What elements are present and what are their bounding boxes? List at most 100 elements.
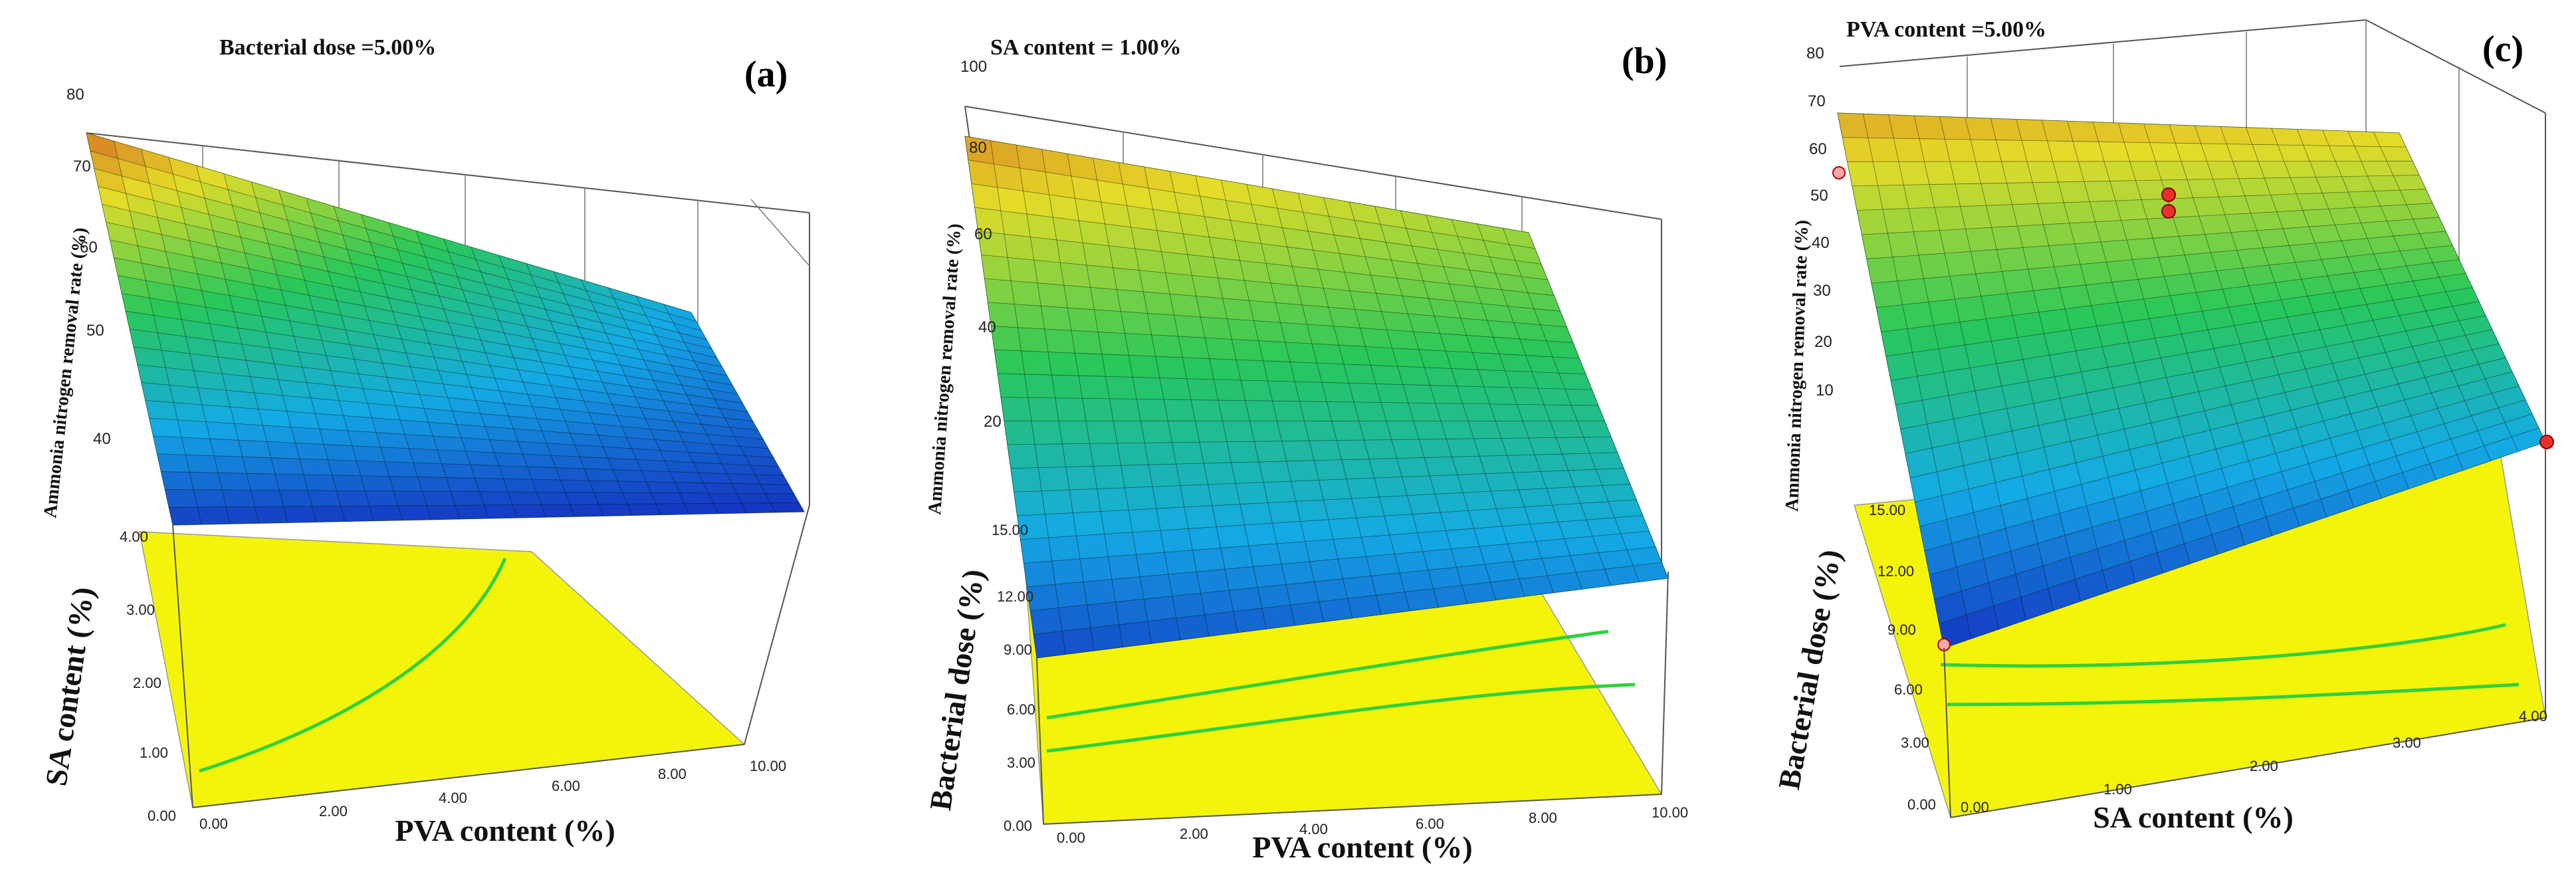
surface-cell — [397, 504, 432, 521]
surface-cell — [1124, 333, 1156, 357]
surface-cell — [217, 472, 251, 491]
surface-cell — [1364, 439, 1398, 459]
panel-b-contour-line — [1046, 629, 1609, 720]
surface-cell — [1923, 276, 1955, 302]
surface-cell — [1880, 328, 1913, 357]
surface-cell — [1049, 194, 1079, 221]
surface-cell — [1204, 337, 1237, 360]
surface-cell — [2038, 308, 2071, 334]
panel-c-x-tick: 1.00 — [2103, 781, 2132, 798]
surface-cell — [1319, 598, 1353, 622]
surface-cell — [389, 476, 423, 492]
panel-c-y-tick: 15.00 — [1869, 502, 1905, 518]
surface-cell — [1456, 564, 1491, 586]
surface-cell — [1943, 367, 1976, 396]
surface-cell — [1021, 350, 1052, 376]
surface-cell — [461, 437, 495, 453]
surface-cell — [1109, 245, 1140, 271]
surface-cell — [1374, 477, 1408, 498]
surface-cell — [1975, 385, 2008, 414]
surface-cell — [1370, 572, 1406, 596]
surface-cell — [209, 438, 243, 457]
surface-cell — [1056, 239, 1087, 266]
surface-cell — [1847, 161, 1879, 187]
panel-b-front-left-edge — [1036, 657, 1044, 825]
surface-cell — [1309, 558, 1344, 582]
surface-cell — [225, 389, 259, 409]
surface-cell — [994, 349, 1025, 375]
panel-c-z-axis-label: Ammonia nitrogen removal rate (%) — [1782, 219, 1812, 512]
surface-cell — [267, 441, 300, 459]
surface-cell — [299, 458, 333, 476]
surface-cell — [663, 304, 697, 322]
surface-cell — [971, 183, 1002, 211]
panel-a-x-tick: 10.00 — [750, 758, 786, 774]
surface-cell — [2012, 312, 2045, 338]
surface-cell — [185, 454, 219, 473]
surface-cell — [1079, 556, 1113, 582]
surface-cell — [707, 493, 742, 504]
surface-cell — [1462, 491, 1497, 511]
surface-cell — [2001, 269, 2034, 294]
panel-b-z-tick: 40 — [978, 318, 996, 336]
surface-cell — [1245, 400, 1278, 421]
surface-cell — [1243, 522, 1277, 546]
surface-cell — [1231, 338, 1264, 362]
surface-cell — [1231, 461, 1264, 484]
surface-cell — [1608, 499, 1644, 518]
panel-b-surface-mesh — [964, 136, 1669, 659]
surface-cell — [1196, 296, 1228, 320]
surface-cell — [1227, 318, 1259, 341]
panel-a-y-tick: 0.00 — [148, 808, 176, 824]
surface-cell — [189, 472, 223, 491]
surface-cell — [1138, 270, 1170, 294]
surface-cell — [360, 475, 394, 492]
surface-cell — [160, 471, 194, 491]
surface-cell — [1128, 508, 1161, 533]
surface-cell — [739, 445, 774, 458]
surface-cell — [1191, 275, 1224, 299]
surface-cell — [238, 439, 272, 459]
surface-cell — [1305, 538, 1339, 562]
surface-cell — [1105, 376, 1137, 399]
surface-cell — [1445, 528, 1480, 550]
surface-cell — [1429, 474, 1463, 495]
surface-cell — [197, 506, 231, 525]
surface-cell — [1263, 360, 1295, 382]
surface-cell — [152, 435, 186, 455]
surface-cell — [369, 505, 403, 522]
surface-cell — [1194, 420, 1228, 443]
panel-b-x-tick: 10.00 — [1652, 804, 1688, 821]
surface-cell — [1965, 227, 1997, 252]
surface-cell — [1871, 280, 1903, 308]
surface-cell — [1111, 576, 1144, 602]
surface-cell — [1541, 555, 1577, 576]
surface-cell — [1226, 441, 1259, 463]
surface-cell — [1434, 492, 1469, 513]
surface-cell — [1294, 381, 1327, 402]
surface-cell — [1010, 467, 1042, 493]
surface-cell — [1235, 482, 1269, 504]
surface-cell — [1929, 183, 1961, 208]
surface-cell — [352, 445, 385, 463]
surface-cell — [770, 502, 805, 513]
panel-c-x-tick: 0.00 — [1961, 799, 1989, 816]
surface-cell — [641, 470, 675, 483]
surface-cell — [1055, 581, 1088, 608]
surface-cell — [1277, 420, 1310, 441]
surface-cell — [221, 489, 255, 507]
surface-cell — [290, 427, 324, 445]
surface-cell — [1097, 487, 1129, 512]
surface-cell — [1882, 208, 1914, 234]
surface-cell — [1417, 530, 1452, 552]
surface-cell — [1903, 184, 1935, 209]
panel-a-y-tick: 2.00 — [133, 675, 161, 691]
surface-cell — [997, 187, 1027, 215]
surface-cell — [340, 505, 374, 522]
surface-cell — [1093, 158, 1123, 185]
panel-a-front-left-edge — [172, 524, 193, 808]
surface-cell — [413, 462, 447, 478]
surface-cell — [432, 435, 467, 452]
surface-cell — [1954, 296, 1987, 322]
